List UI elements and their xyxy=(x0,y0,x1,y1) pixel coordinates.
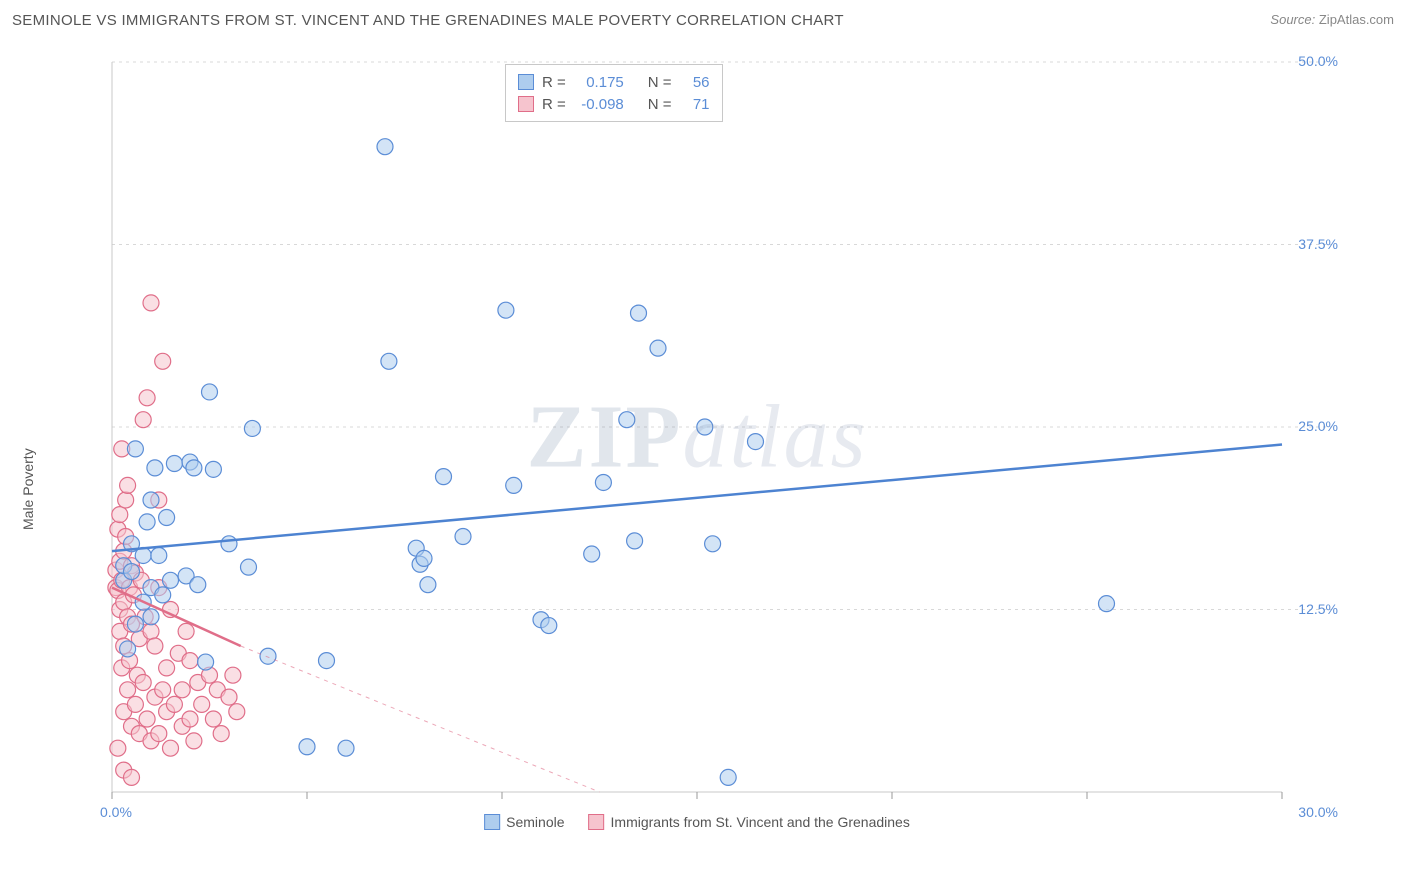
r-label-svg: R = xyxy=(542,96,566,113)
plot-area: ZIPatlas R = 0.175 N = 56 R = -0.098 N =… xyxy=(52,52,1342,832)
y-tick-label: 12.5% xyxy=(1298,601,1338,617)
seminole-swatch xyxy=(518,74,534,90)
source-value: ZipAtlas.com xyxy=(1319,12,1394,27)
r-label-seminole: R = xyxy=(542,74,566,91)
legend-item-seminole: Seminole xyxy=(484,814,564,830)
y-tick-label: 25.0% xyxy=(1298,418,1338,434)
n-value-svg: 71 xyxy=(680,96,710,113)
r-value-svg: -0.098 xyxy=(574,96,624,113)
seminole-swatch-bottom xyxy=(484,814,500,830)
y-tick-label: 37.5% xyxy=(1298,236,1338,252)
legend-row-svg: R = -0.098 N = 71 xyxy=(518,93,710,115)
series-legend: Seminole Immigrants from St. Vincent and… xyxy=(484,814,910,830)
svg-swatch-bottom xyxy=(589,814,605,830)
y-axis-label: Male Poverty xyxy=(20,448,36,530)
r-value-seminole: 0.175 xyxy=(574,74,624,91)
svg-label: Immigrants from St. Vincent and the Gren… xyxy=(611,814,910,830)
y-tick-label: 50.0% xyxy=(1298,53,1338,69)
svg-swatch xyxy=(518,96,534,112)
source-citation: Source: ZipAtlas.com xyxy=(1270,12,1394,27)
seminole-label: Seminole xyxy=(506,814,564,830)
n-label-svg: N = xyxy=(648,96,672,113)
chart-header: SEMINOLE VS IMMIGRANTS FROM ST. VINCENT … xyxy=(12,12,1394,42)
correlation-legend: R = 0.175 N = 56 R = -0.098 N = 71 xyxy=(505,64,723,122)
chart-title: SEMINOLE VS IMMIGRANTS FROM ST. VINCENT … xyxy=(12,12,844,29)
legend-row-seminole: R = 0.175 N = 56 xyxy=(518,71,710,93)
n-label-seminole: N = xyxy=(648,74,672,91)
legend-item-svg: Immigrants from St. Vincent and the Gren… xyxy=(589,814,910,830)
x-max-label: 30.0% xyxy=(1298,804,1338,820)
scatter-plot-svg xyxy=(52,52,1342,832)
x-min-label: 0.0% xyxy=(100,804,132,820)
source-label: Source: xyxy=(1270,12,1315,27)
n-value-seminole: 56 xyxy=(680,74,710,91)
